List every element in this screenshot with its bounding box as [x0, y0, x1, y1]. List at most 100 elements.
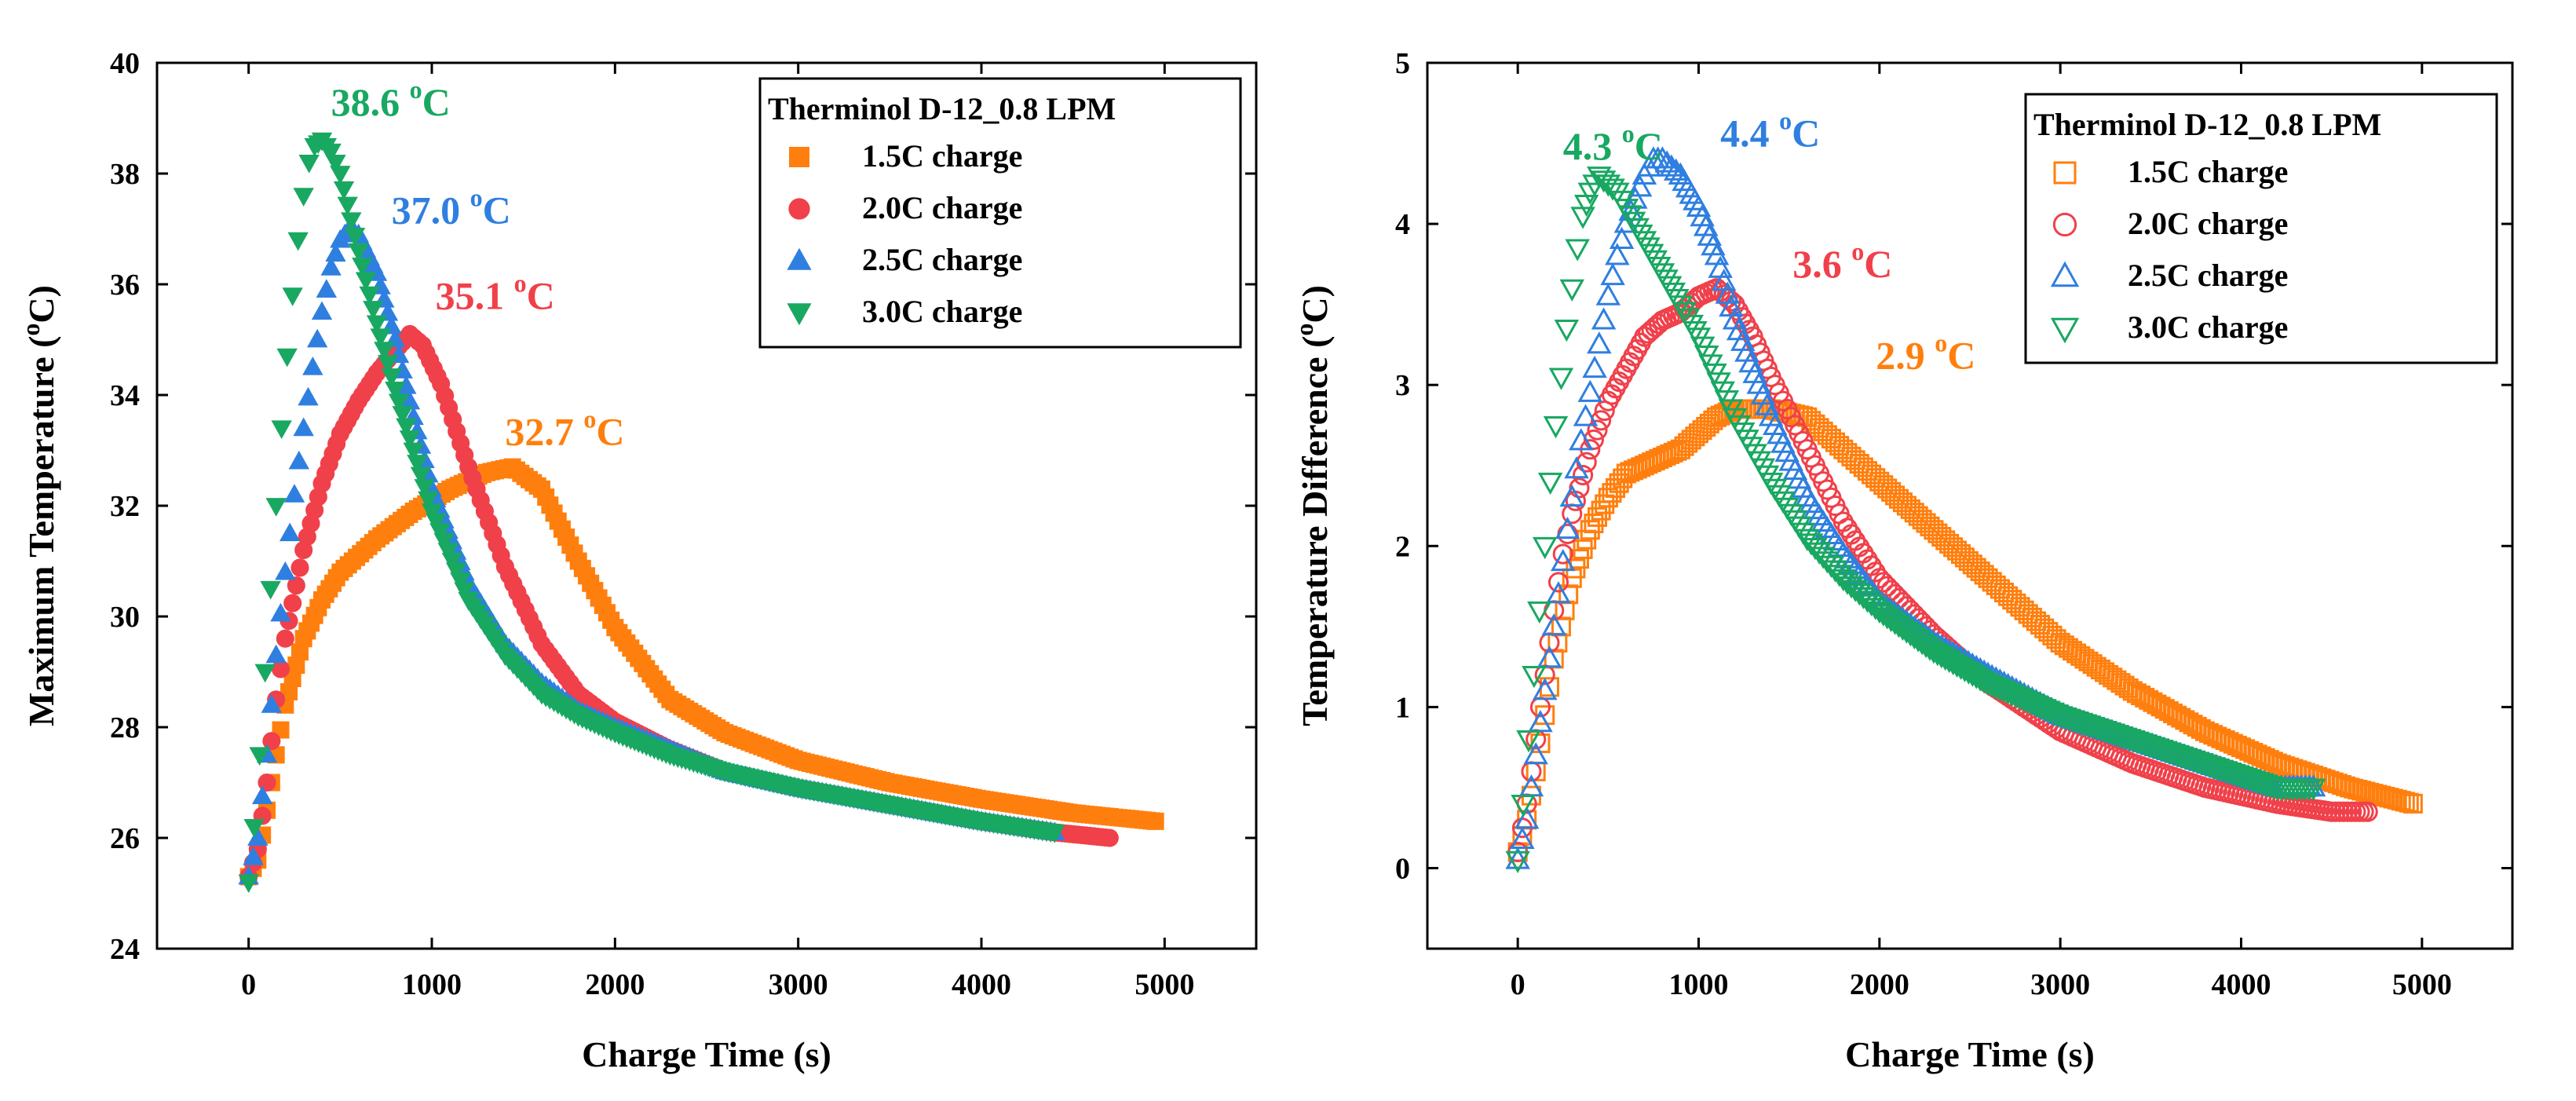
data-point	[2046, 629, 2066, 649]
legend-title: Therminol D-12_0.8 LPM	[2033, 107, 2381, 142]
x-tick-label: 2000	[1850, 968, 1909, 1001]
y-tick-label: 38	[110, 158, 140, 191]
data-point	[1044, 825, 1065, 843]
data-point	[2239, 741, 2260, 761]
data-point	[2275, 756, 2296, 777]
data-point	[1605, 243, 1630, 265]
data-point	[2074, 649, 2095, 669]
peak-annotation: 35.1 oC	[436, 269, 555, 318]
data-point	[433, 532, 455, 552]
data-point	[2050, 632, 2070, 653]
data-point	[1950, 544, 1971, 565]
data-point	[1510, 826, 1535, 849]
data-point	[2167, 705, 2187, 726]
data-point	[1908, 506, 1928, 526]
data-point	[2227, 735, 2247, 755]
data-point	[1543, 416, 1569, 439]
data-point	[374, 342, 395, 360]
data-point	[1943, 537, 1964, 558]
data-point	[2099, 664, 2119, 685]
data-point	[1565, 239, 1590, 262]
data-point	[271, 660, 290, 679]
data-point	[1595, 174, 1621, 197]
data-point	[265, 498, 287, 517]
data-point	[2038, 622, 2059, 642]
data-point	[1857, 461, 1877, 481]
data-point	[1701, 232, 1726, 256]
data-point	[2082, 654, 2103, 675]
data-point	[1600, 262, 1625, 286]
data-point	[1990, 579, 2010, 599]
data-point	[1546, 580, 1571, 604]
data-point	[1693, 214, 1719, 236]
data-point	[261, 694, 283, 713]
data-point	[450, 572, 471, 591]
x-tick-label: 4000	[2212, 968, 2271, 1001]
data-point	[355, 272, 377, 291]
x-axis-label: Charge Time (s)	[1845, 1034, 2095, 1074]
data-point	[1885, 485, 1906, 506]
data-point	[396, 418, 417, 437]
data-point	[2030, 615, 2051, 635]
data-point	[287, 657, 305, 675]
data-point	[1954, 547, 1975, 568]
data-point	[1853, 457, 1873, 477]
legend-marker	[787, 303, 812, 326]
data-point	[1826, 565, 1852, 587]
data-point	[293, 188, 314, 207]
data-layer	[238, 132, 1164, 894]
data-point	[1562, 568, 1582, 588]
legend-box	[758, 77, 1242, 349]
data-point	[2211, 728, 2231, 748]
data-point	[1849, 453, 1869, 474]
data-point	[2014, 600, 2034, 620]
peak-annotation: 38.6 oC	[331, 75, 451, 124]
legend: Therminol D-12_0.8 LPM 1.5C charge 2.0C ch…	[758, 77, 1242, 349]
data-point	[1970, 561, 1990, 582]
data-point	[1569, 428, 1594, 451]
legend-marker	[787, 247, 812, 270]
data-point	[1962, 554, 1982, 575]
data-point	[1924, 520, 1944, 540]
data-point	[1896, 496, 1916, 516]
y-tick-label: 5	[1395, 47, 1410, 80]
data-point	[337, 196, 358, 216]
data-point	[392, 406, 413, 425]
legend-entry: 2.0C charge	[862, 190, 1022, 225]
data-point	[2336, 776, 2356, 796]
data-point	[271, 420, 292, 440]
data-point	[1825, 432, 1846, 452]
data-point	[1609, 226, 1635, 249]
data-point	[1939, 533, 1960, 554]
data-point	[1564, 456, 1589, 479]
data-point	[1654, 150, 1679, 173]
data-point	[366, 315, 388, 335]
data-point	[1829, 436, 1850, 456]
data-point	[2006, 593, 2026, 613]
data-point	[410, 466, 432, 486]
data-point	[1974, 565, 1994, 585]
data-point	[2402, 793, 2423, 814]
data-point	[1588, 507, 1608, 527]
data-point	[1659, 154, 1684, 177]
legend-marker	[2053, 161, 2077, 185]
y-tick-label: 4	[1395, 208, 1410, 241]
y-tick-label: 1	[1395, 691, 1410, 724]
data-point	[2143, 692, 2163, 712]
legend-entry: 2.5C charge	[2128, 258, 2288, 293]
data-point	[254, 664, 276, 683]
data-point	[276, 348, 298, 368]
data-point	[1843, 580, 1868, 602]
data-point	[325, 243, 346, 262]
legend-entry: 2.5C charge	[862, 242, 1022, 277]
series-3-0c-charge	[1505, 166, 2326, 874]
data-point	[2094, 662, 2114, 682]
data-layer	[1505, 146, 2423, 874]
data-point	[2267, 753, 2288, 774]
data-point	[1690, 204, 1715, 227]
data-point	[1595, 283, 1621, 305]
y-tick-label: 28	[110, 711, 140, 744]
data-point	[1550, 548, 1576, 572]
data-point	[370, 328, 391, 348]
